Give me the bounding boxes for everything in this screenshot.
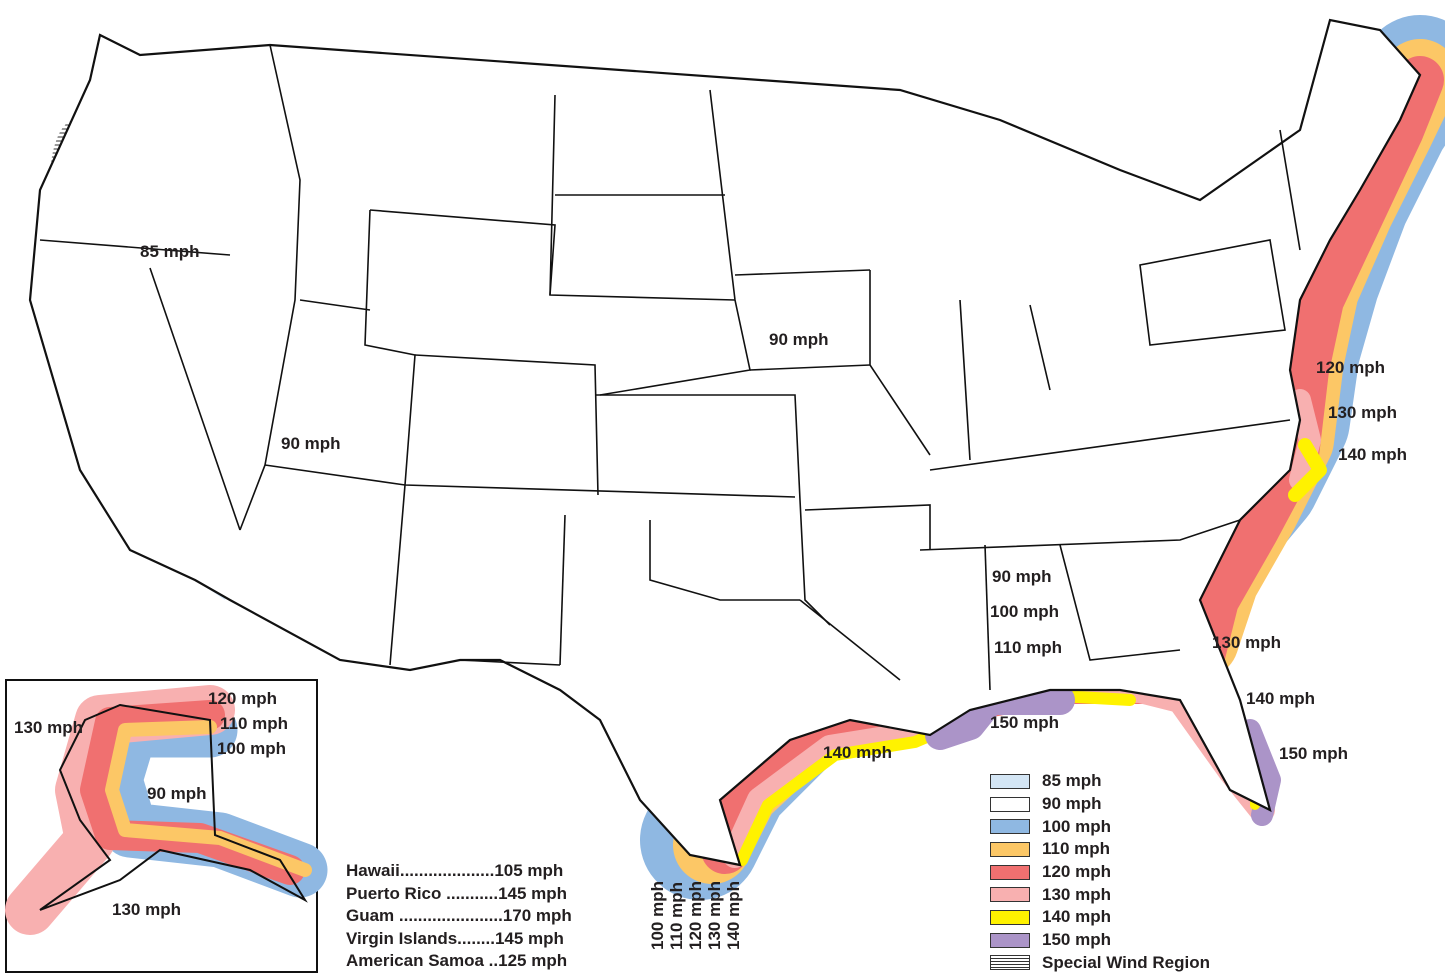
leader-dots: .................... [399,861,495,880]
legend-label: 85 mph [1042,771,1102,791]
legend-label: 120 mph [1042,862,1111,882]
legend-item: 85 mph [990,770,1210,793]
ak-label-100: 100 mph [217,739,286,758]
territory-name: American Samoa [346,951,484,971]
leader-dots: ........... [441,883,499,903]
zone-130-nc [1289,389,1321,491]
territory-name: Puerto Rico [346,883,442,903]
territory-speed: 105 mph [494,861,564,880]
ak-label-110: 110 mph [220,714,288,733]
legend-swatch [990,841,1030,857]
legend-swatch [990,955,1030,971]
zone-140-nc [1288,438,1327,502]
label-150-fl: 150 mph [1279,744,1348,763]
legend-item: 100 mph [990,815,1210,838]
label-90-al: 90 mph [992,567,1052,586]
territory-speed: 145 mph [494,928,564,948]
tx-label-110: 110 mph [667,881,686,950]
territory-speed: 125 mph [498,951,568,971]
tx-label-100: 100 mph [648,881,667,950]
map-labels: 85 mph 90 mph 90 mph 120 mph 130 mph 140… [140,242,1407,763]
territory-speed: 170 mph [502,906,572,926]
legend-swatch [990,864,1030,880]
legend-item: 90 mph [990,793,1210,816]
legend-swatch [990,796,1030,812]
territory-row: Hawaii....................105 mph [346,861,572,884]
territory-row: Guam ......................170 mph [346,906,572,929]
leader-dots: ...................... [394,906,503,926]
legend-label: 100 mph [1042,816,1111,836]
tx-label-130: 130 mph [705,881,724,950]
legend-swatch [990,909,1030,925]
tx-label-120: 120 mph [686,881,705,950]
label-130: 130 mph [1328,403,1397,422]
legend-item: Special Wind Region [990,952,1210,975]
label-90-sw: 90 mph [281,434,341,453]
alaska-inset: 120 mph 110 mph 100 mph 130 mph 90 mph 1… [5,679,328,973]
territory-row: Puerto Rico ...........145 mph [346,884,572,907]
leader-dots: .. [483,951,499,971]
legend-swatch [990,773,1030,789]
legend-label: 90 mph [1042,794,1102,814]
legend-item: 120 mph [990,861,1210,884]
legend-swatch [990,819,1030,835]
label-150-gulf: 150 mph [990,713,1059,732]
label-85: 85 mph [140,242,200,261]
territory-name: Guam [346,906,395,926]
label-140-fl: 140 mph [1246,689,1315,708]
legend-swatch [990,932,1030,948]
legend-label: 110 mph [1042,839,1111,859]
label-120: 120 mph [1316,358,1385,377]
ak-label-90: 90 mph [147,784,207,803]
territory-name: Hawaii [346,861,400,880]
territories-list: Hawaii....................105 mph Puerto… [346,861,572,974]
label-90-mw: 90 mph [769,330,829,349]
zone-150-gulf [925,685,1075,750]
label-110-gulf: 110 mph [994,638,1062,657]
territory-row: Virgin Islands........145 mph [346,929,572,952]
label-140: 140 mph [1338,445,1407,464]
label-140-gulf: 140 mph [823,743,892,762]
legend-label: Special Wind Region [1042,952,1210,972]
legend-swatch [990,887,1030,903]
territory-name: Virgin Islands [346,928,458,948]
ak-label-130-w: 130 mph [14,718,83,737]
leader-dots: ........ [457,928,495,948]
ak-label-130-s: 130 mph [112,900,181,919]
label-100-gulf: 100 mph [990,602,1059,621]
legend: 85 mph 90 mph 100 mph 110 mph 120 mph 130 mph… [990,770,1210,974]
territory-row: American Samoa ..125 mph [346,951,572,974]
legend-item: 110 mph [990,838,1210,861]
legend-label: 150 mph [1042,930,1111,950]
state-borders [39,44,1301,691]
legend-item: 150 mph [990,929,1210,952]
label-130-fl: 130 mph [1212,633,1281,652]
territory-speed: 145 mph [498,883,568,903]
legend-item: 130 mph [990,883,1210,906]
ak-label-120: 120 mph [208,689,277,708]
legend-label: 130 mph [1042,884,1111,904]
tx-label-140: 140 mph [724,881,743,950]
legend-item: 140 mph [990,906,1210,929]
legend-label: 140 mph [1042,907,1111,927]
